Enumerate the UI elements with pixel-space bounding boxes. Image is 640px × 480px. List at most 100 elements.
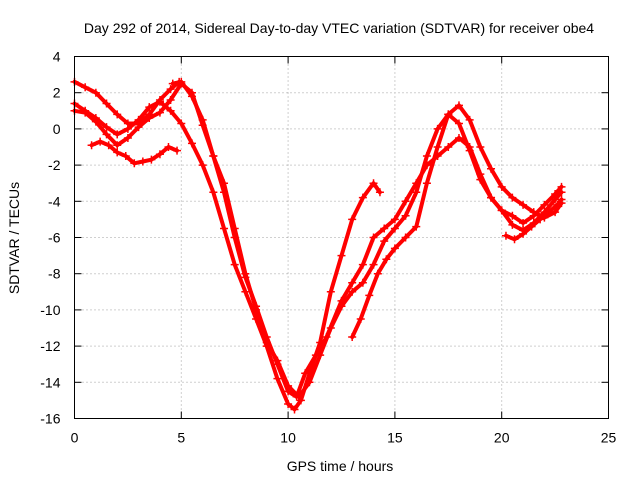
data-point bbox=[241, 287, 250, 296]
data-point bbox=[553, 200, 562, 209]
data-point bbox=[177, 119, 186, 128]
data-point bbox=[476, 143, 485, 151]
data-point bbox=[536, 215, 545, 224]
data-point bbox=[356, 314, 365, 323]
data-point bbox=[198, 115, 207, 124]
data-point bbox=[301, 369, 310, 378]
data-point bbox=[465, 146, 474, 155]
data-point bbox=[369, 233, 378, 242]
data-point bbox=[316, 351, 325, 360]
y-tick-label: -8 bbox=[48, 266, 61, 282]
series-group bbox=[70, 77, 566, 414]
data-point bbox=[166, 106, 175, 115]
x-tick-label: 10 bbox=[280, 430, 296, 446]
series-track-e bbox=[168, 77, 566, 401]
x-tick-label: 20 bbox=[494, 430, 510, 446]
data-point bbox=[433, 124, 442, 133]
data-point bbox=[168, 79, 177, 88]
data-point bbox=[294, 392, 303, 401]
data-point bbox=[134, 115, 143, 124]
x-tick-label: 15 bbox=[387, 430, 403, 446]
y-axis-label: SDTVAR / TECUs bbox=[6, 182, 22, 294]
data-point bbox=[365, 291, 374, 300]
data-point bbox=[123, 133, 132, 142]
data-point bbox=[412, 188, 421, 197]
chart-title: Day 292 of 2014, Sidereal Day-to-day VTE… bbox=[84, 20, 594, 36]
data-point bbox=[348, 333, 357, 342]
y-tick-label: 0 bbox=[53, 121, 61, 137]
series-track-d bbox=[87, 137, 182, 168]
data-point bbox=[527, 222, 536, 231]
data-point bbox=[390, 215, 399, 224]
y-tick-label: -4 bbox=[48, 193, 61, 209]
data-point bbox=[104, 141, 113, 150]
data-point bbox=[380, 224, 389, 233]
data-point bbox=[155, 97, 164, 106]
data-point bbox=[487, 164, 496, 173]
series-track-f bbox=[348, 101, 566, 342]
data-point bbox=[326, 287, 335, 296]
data-point bbox=[497, 206, 506, 215]
data-point bbox=[422, 152, 431, 161]
data-point bbox=[487, 193, 496, 202]
data-point bbox=[358, 278, 367, 287]
y-tick-label: -12 bbox=[40, 338, 60, 354]
data-point bbox=[454, 101, 463, 110]
data-point bbox=[134, 123, 143, 132]
data-point bbox=[209, 152, 218, 161]
data-point bbox=[373, 269, 382, 278]
data-point bbox=[444, 110, 453, 119]
data-point bbox=[519, 229, 528, 238]
data-point bbox=[230, 260, 239, 269]
data-point bbox=[220, 179, 229, 188]
data-point bbox=[529, 208, 538, 217]
data-point bbox=[91, 117, 100, 126]
data-point bbox=[544, 208, 553, 217]
data-point bbox=[81, 108, 90, 117]
data-point bbox=[273, 374, 282, 383]
data-point bbox=[337, 302, 346, 311]
data-point bbox=[433, 143, 442, 151]
data-point bbox=[305, 378, 314, 387]
data-point bbox=[326, 324, 335, 332]
data-point bbox=[476, 175, 485, 184]
data-point bbox=[501, 231, 510, 240]
data-point bbox=[241, 269, 250, 278]
data-point bbox=[375, 188, 384, 197]
data-point bbox=[102, 130, 111, 139]
data-point bbox=[348, 215, 357, 224]
y-tick-label: -14 bbox=[40, 374, 60, 390]
data-point bbox=[369, 179, 378, 188]
data-point bbox=[87, 141, 96, 150]
data-point bbox=[401, 211, 410, 220]
data-point bbox=[155, 108, 164, 117]
data-point bbox=[121, 152, 130, 161]
y-tick-label: -10 bbox=[40, 302, 60, 318]
series-line bbox=[170, 79, 564, 399]
data-point bbox=[422, 179, 431, 188]
data-point bbox=[444, 143, 453, 151]
series-line bbox=[350, 103, 564, 340]
x-tick-label: 0 bbox=[71, 430, 79, 446]
data-point bbox=[187, 92, 196, 101]
data-point bbox=[508, 193, 517, 202]
data-point bbox=[390, 224, 399, 233]
data-point bbox=[348, 278, 357, 287]
data-point bbox=[138, 157, 147, 166]
data-point bbox=[252, 305, 261, 314]
data-point bbox=[380, 237, 389, 246]
data-point bbox=[177, 77, 186, 86]
data-point bbox=[358, 193, 367, 202]
y-tick-label: -2 bbox=[48, 157, 61, 173]
data-point bbox=[145, 114, 154, 123]
data-point bbox=[262, 338, 271, 347]
data-point bbox=[497, 182, 506, 191]
data-point bbox=[348, 287, 357, 296]
data-point bbox=[81, 83, 90, 92]
series-track-g bbox=[501, 195, 566, 244]
data-point bbox=[337, 251, 346, 260]
data-point bbox=[454, 119, 463, 128]
data-point bbox=[454, 133, 463, 142]
data-point bbox=[147, 155, 156, 164]
